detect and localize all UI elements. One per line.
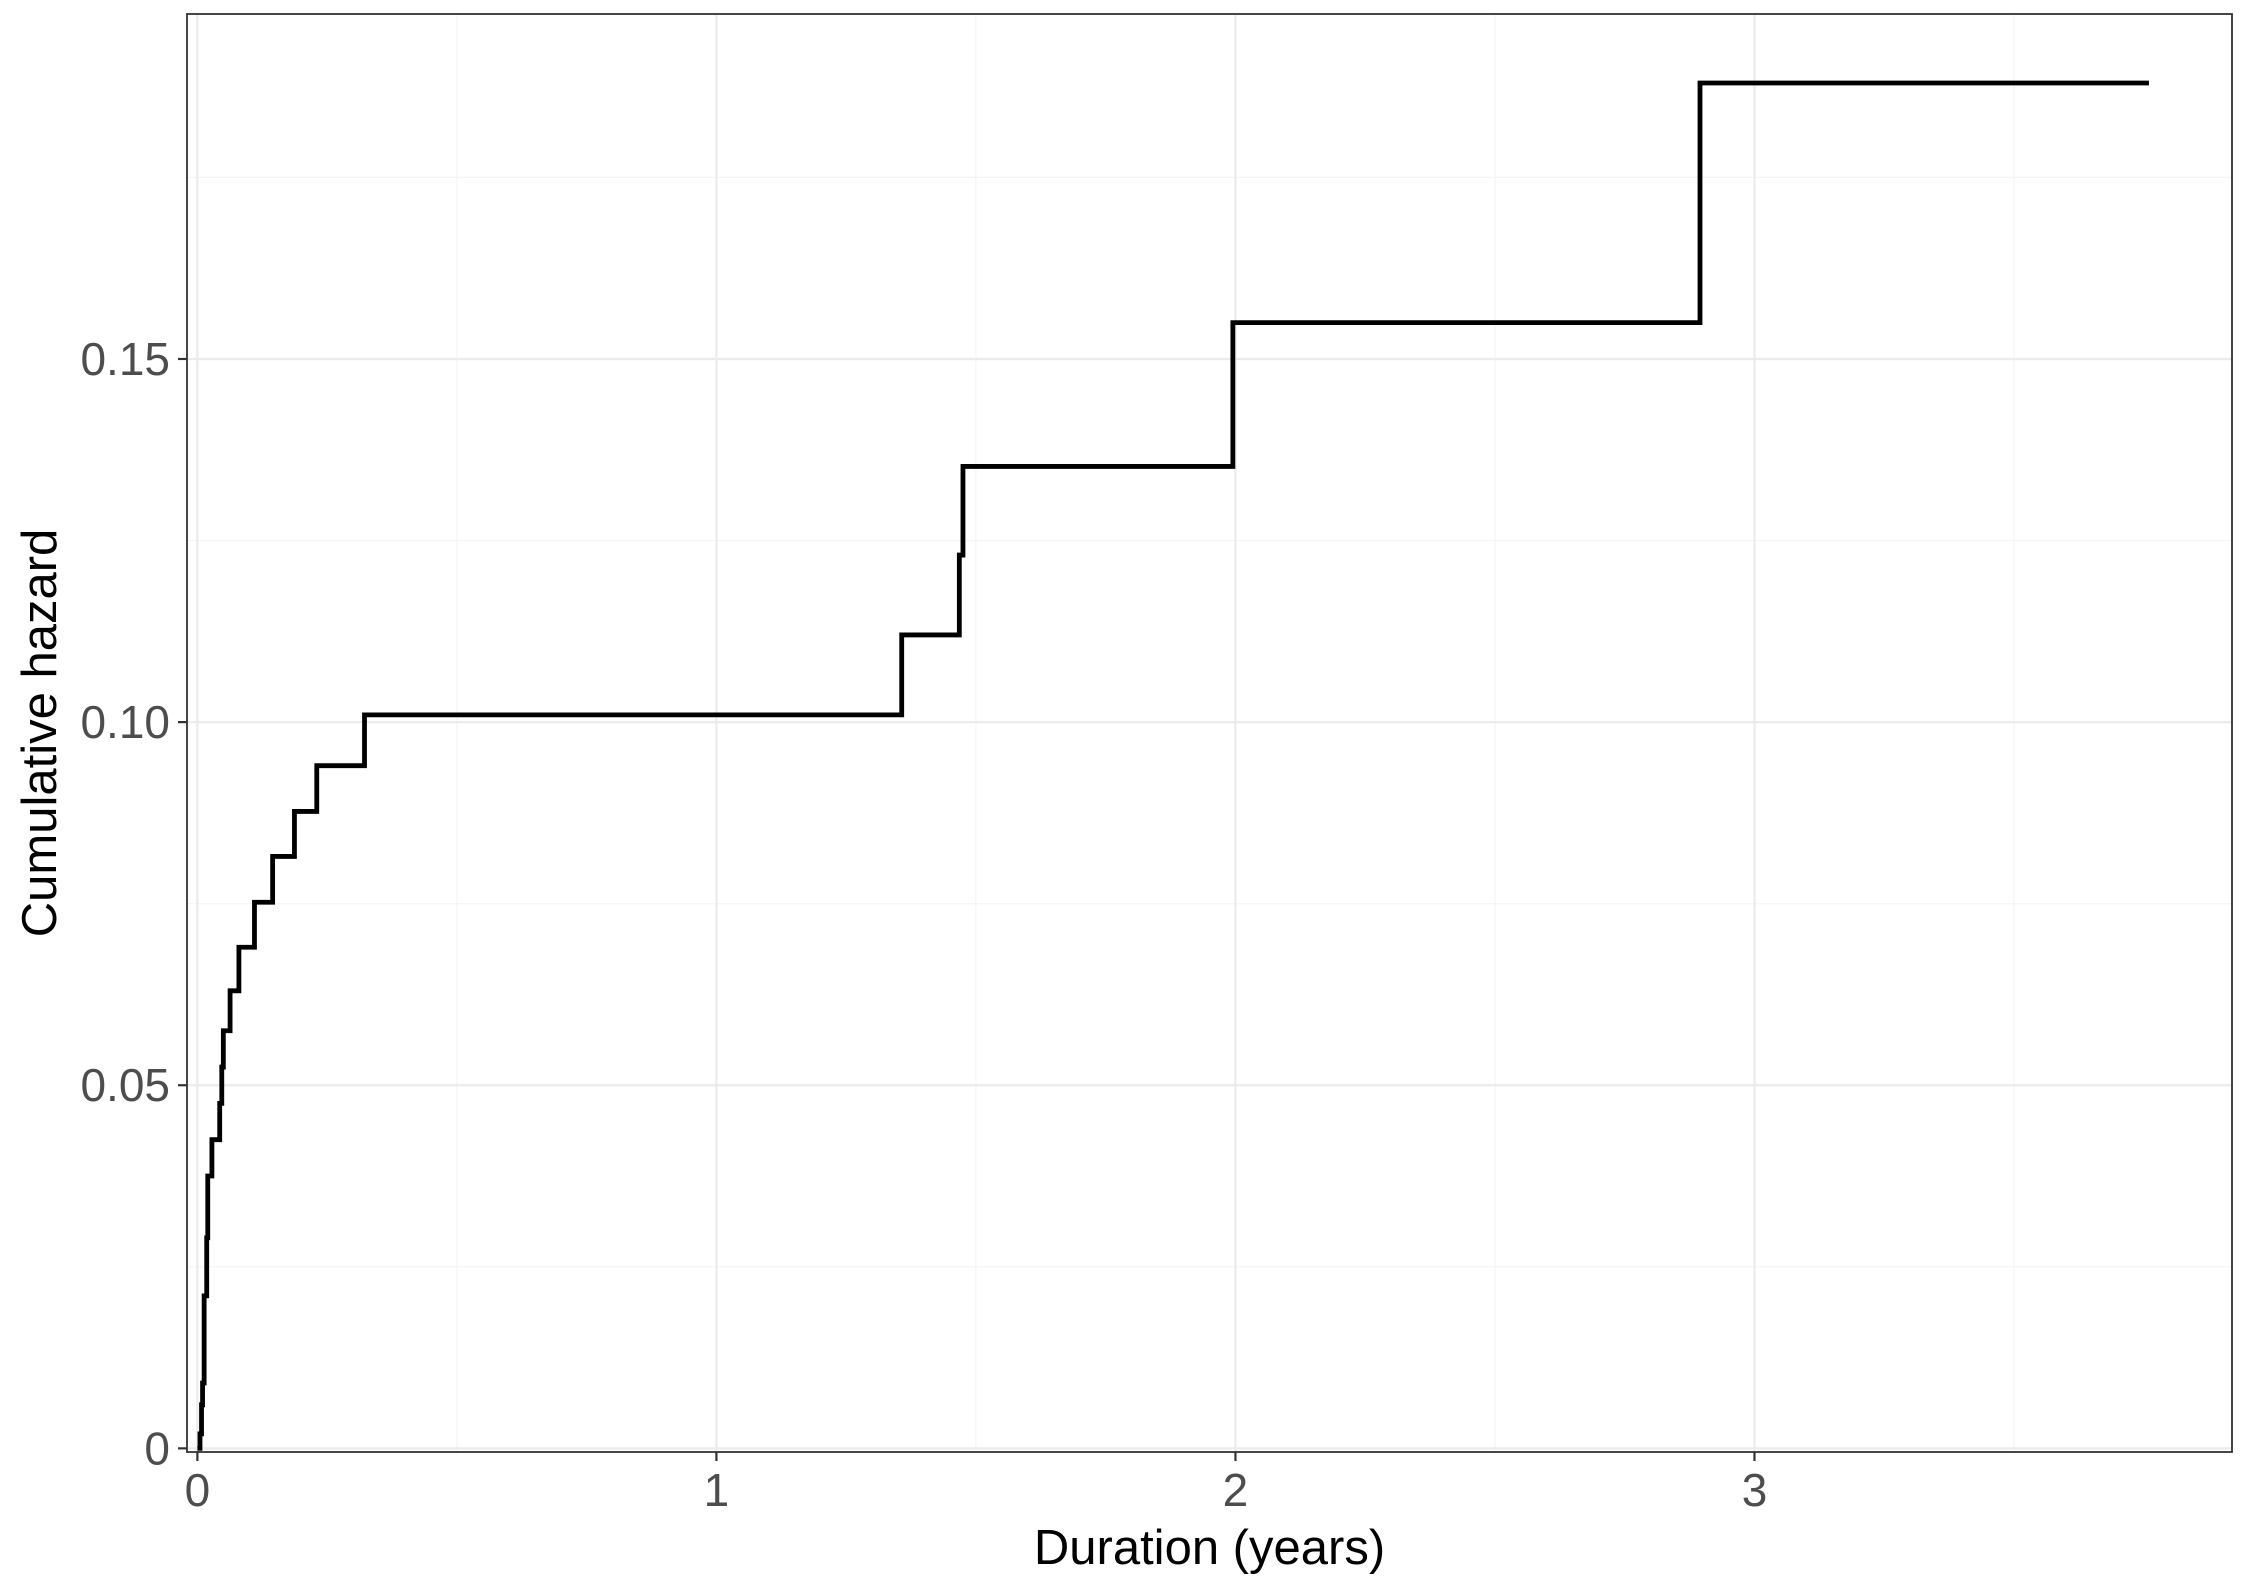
y-tick-label: 0.15 [80, 333, 170, 385]
y-tick-label: 0 [144, 1422, 170, 1474]
x-tick-label: 3 [1742, 1464, 1768, 1516]
x-tick-label: 0 [185, 1464, 211, 1516]
cumulative-hazard-step-line [197, 80, 2149, 1451]
x-tick-label: 2 [1223, 1464, 1249, 1516]
panel-border [186, 13, 2233, 1453]
y-axis: 0 0.05 0.10 0.15 [80, 333, 187, 1474]
minor-gridlines [187, 14, 2232, 1452]
y-tick-label: 0.10 [80, 696, 170, 748]
major-gridlines [187, 14, 2232, 1452]
y-tick-label: 0.05 [80, 1059, 170, 1111]
x-axis: 0 1 2 3 [185, 1452, 1768, 1516]
x-tick-label: 1 [704, 1464, 730, 1516]
x-axis-title: Duration (years) [1034, 1521, 1385, 1575]
y-axis-title: Cumulative hazard [13, 529, 67, 938]
